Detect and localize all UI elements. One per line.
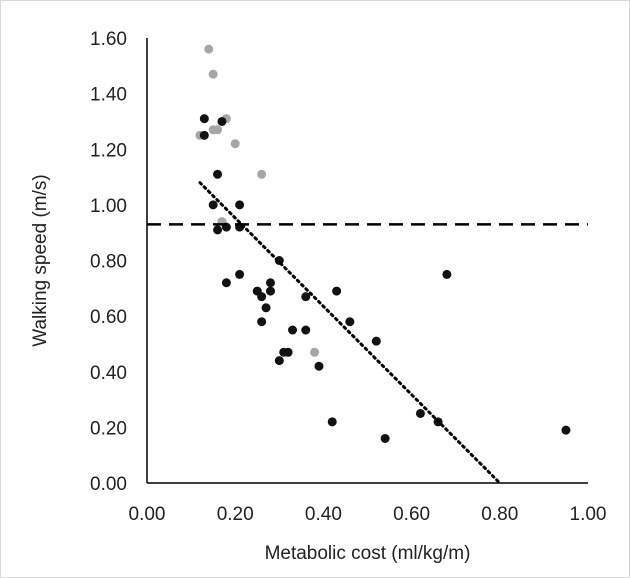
- x-tick-label: 0.60: [393, 504, 430, 525]
- data-point: [561, 425, 571, 435]
- data-point: [257, 292, 267, 302]
- data-point: [235, 200, 245, 210]
- data-point: [257, 169, 267, 179]
- x-tick-label: 0.20: [217, 504, 254, 525]
- data-point: [332, 286, 342, 296]
- data-point: [208, 200, 218, 210]
- data-point: [235, 269, 245, 279]
- y-tick-label: 0.00: [90, 474, 127, 495]
- data-point: [442, 269, 452, 279]
- data-point: [265, 278, 275, 288]
- y-tick-label: 0.80: [90, 252, 127, 273]
- y-tick-label: 0.60: [90, 307, 127, 328]
- data-point: [261, 303, 271, 313]
- y-tick-label: 0.40: [90, 363, 127, 384]
- x-axis-title: Metabolic cost (ml/kg/m): [265, 543, 471, 564]
- data-point: [301, 325, 311, 335]
- y-tick-label: 1.40: [90, 85, 127, 106]
- data-point: [230, 139, 240, 149]
- data-point: [257, 317, 267, 327]
- data-point: [380, 434, 390, 443]
- y-tick-label: 1.00: [90, 196, 127, 217]
- data-points: [195, 44, 571, 443]
- x-tick-label: 0.00: [129, 504, 166, 525]
- data-point: [345, 317, 355, 327]
- data-point: [327, 417, 337, 427]
- y-tick-label: 1.60: [90, 29, 127, 50]
- data-point: [288, 325, 298, 335]
- data-point: [199, 114, 209, 124]
- data-point: [199, 130, 209, 140]
- data-point: [213, 169, 223, 179]
- y-tick-labels: 0.00 0.20 0.40 0.60 0.80 1.00 1.20 1.40 1.60: [90, 29, 127, 495]
- data-point: [274, 356, 284, 366]
- data-point: [213, 125, 223, 135]
- data-point: [217, 116, 227, 126]
- data-point: [208, 69, 218, 79]
- x-tick-label: 0.40: [305, 504, 342, 525]
- y-tick-label: 1.20: [90, 140, 127, 161]
- data-point: [301, 292, 311, 302]
- x-tick-labels: 0.00 0.20 0.40 0.60 0.80 1.00: [129, 504, 607, 525]
- data-point: [314, 361, 324, 371]
- data-point: [204, 44, 214, 54]
- y-axis-title: Walking speed (m/s): [30, 174, 51, 346]
- data-point: [213, 225, 223, 235]
- data-point: [415, 408, 425, 418]
- data-point: [283, 347, 293, 357]
- y-tick-label: 0.20: [90, 418, 127, 439]
- trendline: [198, 181, 502, 485]
- data-point: [310, 347, 320, 357]
- data-point: [371, 336, 381, 346]
- data-point: [265, 286, 275, 296]
- data-point: [221, 278, 231, 288]
- x-tick-label: 1.00: [570, 504, 607, 525]
- x-tick-label: 0.80: [481, 504, 518, 525]
